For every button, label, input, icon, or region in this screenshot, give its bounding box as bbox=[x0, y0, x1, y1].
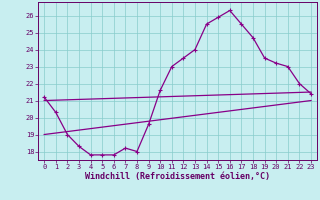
X-axis label: Windchill (Refroidissement éolien,°C): Windchill (Refroidissement éolien,°C) bbox=[85, 172, 270, 181]
